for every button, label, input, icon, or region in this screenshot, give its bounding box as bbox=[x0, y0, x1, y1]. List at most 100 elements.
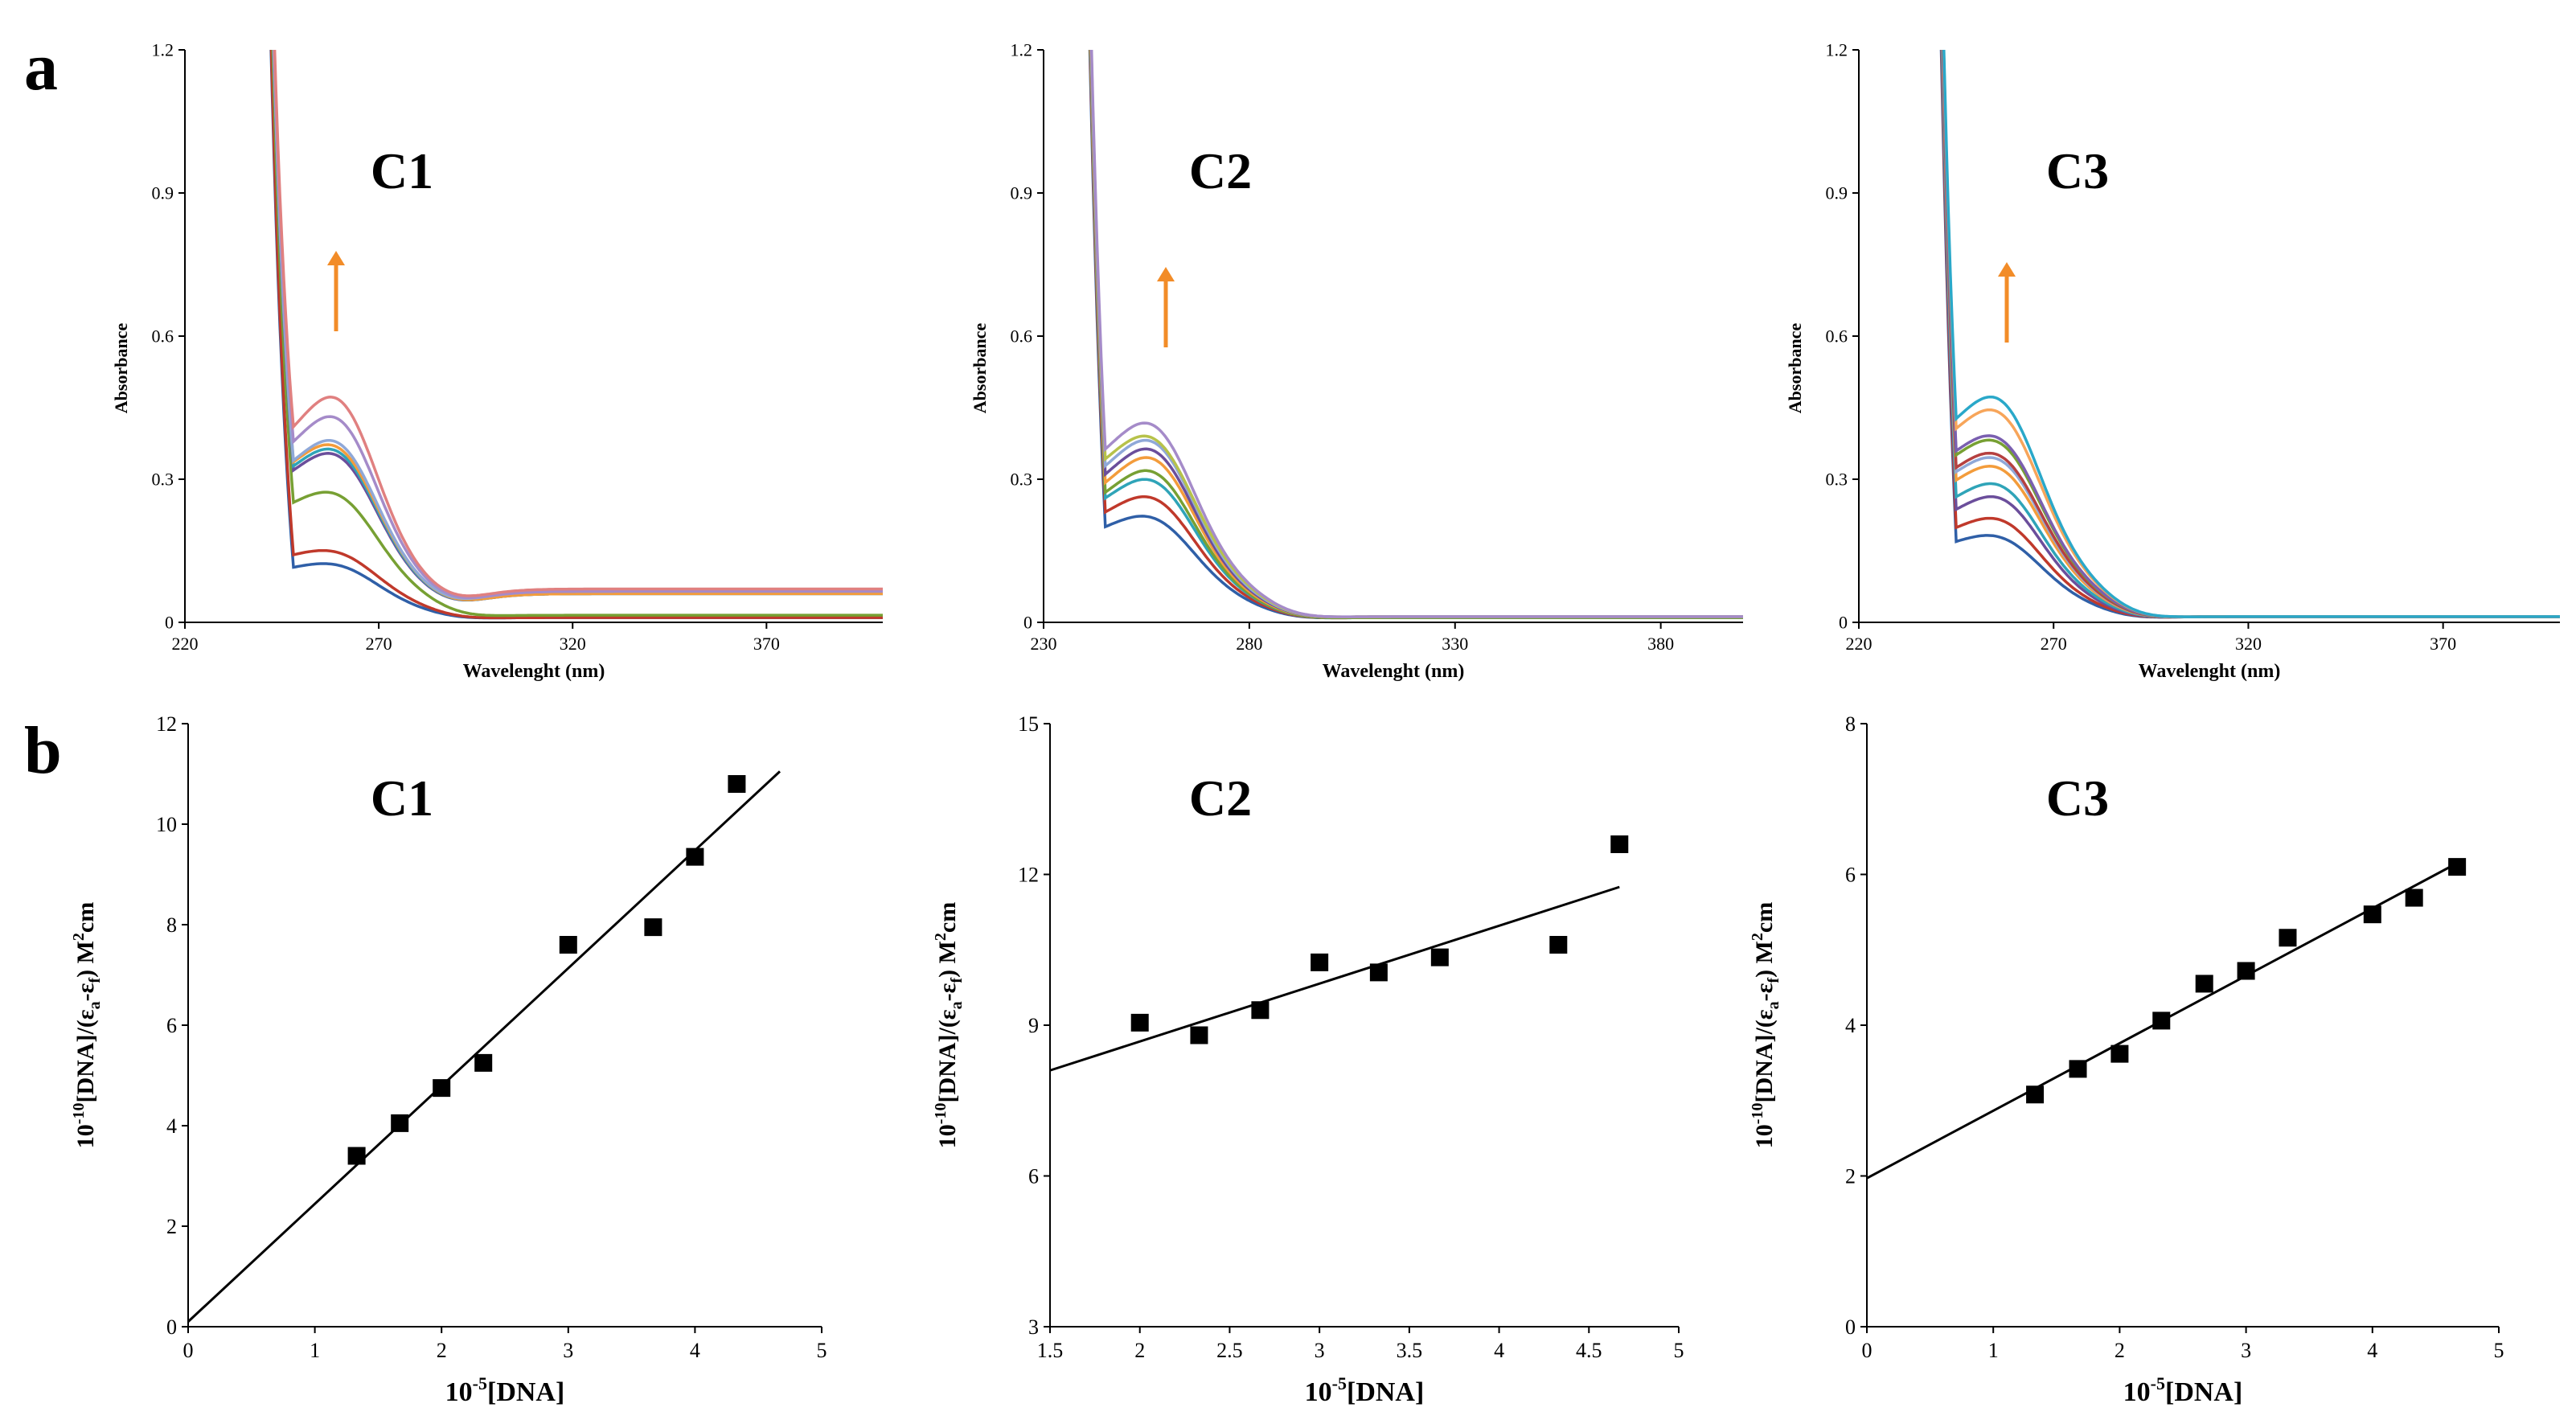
b3-data-point bbox=[2448, 858, 2467, 876]
a2-x-tick-label: 230 bbox=[1031, 634, 1057, 654]
a2-y-tick-label: 0.3 bbox=[1011, 470, 1033, 490]
a2-x-tick-label: 380 bbox=[1647, 634, 1674, 654]
b1-y-tick-label: 4 bbox=[166, 1114, 177, 1138]
b2-data-point bbox=[1311, 953, 1329, 971]
a2-y-tick-label: 0.9 bbox=[1011, 183, 1033, 203]
b2-x-tick-label: 4 bbox=[1494, 1339, 1504, 1362]
a1-series-s6 bbox=[272, 50, 883, 601]
b1-y-axis-label: 10-10[DNA]/(εa-εf) M2cm bbox=[70, 902, 104, 1148]
b3-x-tick-label: 4 bbox=[2367, 1339, 2377, 1362]
b3-x-tick-label: 5 bbox=[2494, 1339, 2504, 1362]
a1-y-tick-label: 1.2 bbox=[152, 40, 174, 60]
b1-fit-line bbox=[187, 770, 781, 1323]
b1-y-tick-label: 6 bbox=[166, 1014, 177, 1037]
a2-y-axis-label: Absorbance bbox=[970, 323, 990, 414]
panel-label-a: a bbox=[24, 30, 58, 105]
b3-y-tick-label: 4 bbox=[1845, 1014, 1856, 1037]
b1-data-point bbox=[644, 918, 662, 937]
a1-x-tick-label: 370 bbox=[753, 634, 780, 654]
b2-data-point bbox=[1610, 835, 1629, 853]
b1-y-tick-label: 12 bbox=[156, 712, 177, 736]
a1-compound-label: C1 bbox=[371, 142, 433, 199]
a1-arrow-head bbox=[327, 251, 345, 265]
a3-series-s1 bbox=[1939, 50, 2560, 619]
a3-series-s10 bbox=[1942, 50, 2560, 618]
b2-y-tick-label: 15 bbox=[1018, 712, 1039, 736]
b1-y-tick-label: 0 bbox=[166, 1315, 177, 1339]
a1-series-s4 bbox=[272, 50, 883, 602]
b2-x-tick-label: 2 bbox=[1134, 1339, 1145, 1362]
a3-compound-label: C3 bbox=[2046, 142, 2109, 199]
b3-data-point bbox=[2069, 1060, 2087, 1078]
b3-y-tick-label: 8 bbox=[1845, 712, 1856, 736]
b3-data-point bbox=[2026, 1085, 2045, 1104]
chart-a1: 0 0.3 0.6 0.9 1.2 220 270 320 370 C1 Wavelenght (n… bbox=[111, 40, 883, 682]
b1-x-axis-label: 10-5[DNA] bbox=[445, 1373, 565, 1407]
b3-x-tick-label: 2 bbox=[2115, 1339, 2125, 1362]
b2-y-tick-label: 12 bbox=[1018, 864, 1039, 887]
a3-arrow-head bbox=[1998, 262, 2016, 277]
a2-arrow-head bbox=[1157, 267, 1175, 281]
a3-series-s11 bbox=[1942, 50, 2560, 618]
a1-y-tick-label: 0.9 bbox=[152, 183, 174, 203]
a2-compound-label: C2 bbox=[1189, 142, 1252, 199]
a3-y-tick-label: 0.3 bbox=[1826, 470, 1848, 490]
a2-series-s2 bbox=[1089, 50, 1743, 620]
b2-compound-label: C2 bbox=[1189, 769, 1252, 827]
b2-y-tick-label: 6 bbox=[1028, 1165, 1039, 1188]
b1-data-point bbox=[391, 1114, 409, 1132]
a1-series-s9 bbox=[273, 50, 883, 597]
b2-data-point bbox=[1549, 936, 1568, 954]
a1-y-tick-label: 0 bbox=[165, 613, 174, 633]
a3-series-s7 bbox=[1941, 50, 2560, 618]
b1-x-tick-label: 5 bbox=[817, 1339, 827, 1362]
b1-data-point bbox=[559, 936, 577, 954]
b2-data-point bbox=[1369, 963, 1388, 982]
a1-y-tick-label: 0.6 bbox=[152, 326, 174, 347]
b3-data-point bbox=[2110, 1044, 2129, 1063]
a3-y-tick-label: 1.2 bbox=[1826, 40, 1848, 60]
b1-data-point bbox=[686, 847, 704, 866]
b3-data-point bbox=[2237, 962, 2255, 980]
b1-data-point bbox=[347, 1147, 366, 1165]
b3-data-point bbox=[2152, 1012, 2171, 1030]
a2-y-tick-label: 0.6 bbox=[1011, 326, 1033, 347]
b1-data-point bbox=[433, 1079, 451, 1098]
b3-y-tick-label: 2 bbox=[1845, 1165, 1856, 1188]
a3-x-tick-label: 320 bbox=[2235, 634, 2262, 654]
a1-series-s2 bbox=[269, 50, 883, 620]
b2-x-tick-label: 4.5 bbox=[1576, 1339, 1602, 1362]
b3-data-point bbox=[2279, 929, 2297, 947]
a1-x-tick-label: 320 bbox=[560, 634, 586, 654]
a2-series-s9 bbox=[1089, 50, 1743, 618]
b2-data-point bbox=[1430, 948, 1449, 966]
a1-series-s3 bbox=[271, 50, 883, 618]
a3-series-s3 bbox=[1940, 50, 2560, 619]
b1-data-point bbox=[728, 775, 746, 793]
b1-y-tick-label: 8 bbox=[166, 913, 177, 937]
a3-x-tick-label: 370 bbox=[2430, 634, 2456, 654]
chart-b3: 0 2 4 6 8 0 1 2 3 4 5 C3 10-5[DNA] 10-10[DNA]/(εa-εf)… bbox=[1749, 712, 2504, 1407]
a1-x-axis-label: Wavelenght (nm) bbox=[463, 661, 605, 682]
b3-data-point bbox=[2363, 905, 2381, 924]
b3-x-tick-label: 1 bbox=[1988, 1339, 1999, 1362]
a2-y-tick-label: 1.2 bbox=[1011, 40, 1033, 60]
b2-x-tick-label: 1.5 bbox=[1037, 1339, 1064, 1362]
b1-x-tick-label: 4 bbox=[690, 1339, 700, 1362]
a3-series-s9 bbox=[1942, 50, 2560, 618]
b1-y-tick-label: 2 bbox=[166, 1215, 177, 1238]
a3-y-tick-label: 0.6 bbox=[1826, 326, 1848, 347]
b3-x-axis-label: 10-5[DNA] bbox=[2123, 1373, 2243, 1407]
a1-x-tick-label: 220 bbox=[172, 634, 199, 654]
b3-x-tick-label: 0 bbox=[1862, 1339, 1873, 1362]
a3-y-tick-label: 0.9 bbox=[1826, 183, 1848, 203]
a2-x-tick-label: 280 bbox=[1236, 634, 1262, 654]
b1-x-tick-label: 3 bbox=[563, 1339, 573, 1362]
b1-compound-label: C1 bbox=[371, 769, 433, 827]
a1-series-s8 bbox=[273, 50, 883, 600]
a2-x-axis-label: Wavelenght (nm) bbox=[1323, 661, 1465, 682]
a3-y-tick-label: 0 bbox=[1839, 613, 1848, 633]
b2-x-tick-label: 3 bbox=[1315, 1339, 1325, 1362]
a3-series-s8 bbox=[1942, 50, 2560, 618]
